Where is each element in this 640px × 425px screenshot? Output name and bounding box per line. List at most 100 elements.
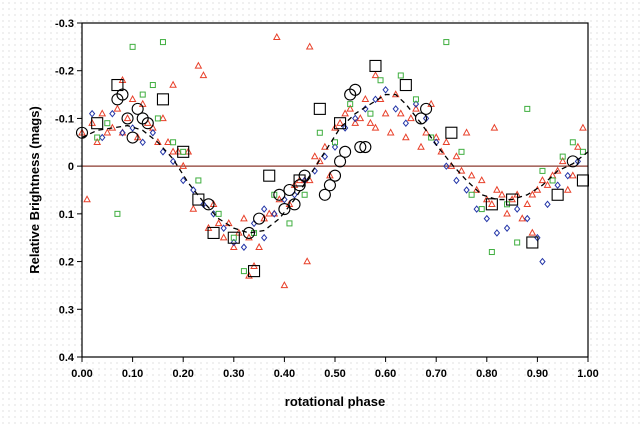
- diamond-point: [261, 233, 268, 242]
- green-square-point: [240, 268, 247, 275]
- green-square-point: [154, 115, 161, 122]
- open-circle-point: [349, 83, 362, 96]
- x-tick-label: 0.90: [527, 368, 548, 380]
- triangle-point: [245, 233, 253, 241]
- open-square-point: [485, 198, 498, 211]
- triangle-point: [407, 114, 415, 122]
- triangle-point: [310, 152, 319, 160]
- triangle-point: [336, 118, 344, 126]
- triangle-point: [351, 118, 360, 126]
- open-square-point: [263, 169, 276, 182]
- green-square-point: [569, 139, 576, 146]
- triangle-point: [558, 157, 567, 165]
- x-tick-label: 0.40: [274, 368, 295, 380]
- triangle-point: [452, 152, 461, 160]
- x-tick-label: 0.60: [375, 368, 396, 380]
- green-square-point: [514, 239, 521, 246]
- green-square-point: [195, 177, 202, 184]
- triangle-point: [113, 104, 122, 112]
- triangle-point: [477, 176, 486, 184]
- diamond-point: [493, 229, 501, 237]
- open-circle-point: [242, 226, 256, 239]
- green-square-point: [149, 82, 156, 89]
- diamond-point: [402, 119, 409, 127]
- green-square-point: [524, 105, 531, 112]
- open-circle-point: [334, 155, 347, 168]
- diamond-point: [169, 157, 177, 166]
- open-square-point: [177, 145, 190, 158]
- triangle-point: [164, 137, 172, 145]
- y-tick-label: -0.3: [55, 18, 74, 30]
- triangle-point: [93, 137, 102, 145]
- triangle-point: [305, 42, 314, 50]
- open-square-point: [293, 174, 306, 187]
- triangle-point: [128, 94, 137, 103]
- open-circle-point: [318, 188, 331, 201]
- diamond-point: [382, 86, 389, 94]
- green-square-point: [114, 210, 121, 217]
- open-circle-point: [328, 169, 342, 182]
- triangle-point: [214, 219, 223, 227]
- triangle-point: [83, 195, 91, 203]
- diamond-point: [524, 214, 531, 223]
- x-tick-label: 1.00: [577, 368, 598, 380]
- triangle-point: [386, 128, 395, 136]
- diamond-point: [412, 100, 420, 108]
- diamond-point: [240, 243, 248, 252]
- open-square-point: [207, 226, 220, 239]
- diamond-point: [129, 124, 136, 132]
- diamond-point: [109, 109, 116, 118]
- diamond-point: [210, 210, 217, 218]
- open-circle-point: [566, 155, 579, 168]
- triangle-point: [412, 104, 420, 112]
- green-square-point: [159, 39, 166, 46]
- green-square-point: [230, 234, 237, 241]
- diamond-point: [99, 133, 106, 142]
- triangle-point: [442, 137, 451, 145]
- triangle-point: [371, 71, 380, 79]
- triangle-point: [538, 176, 547, 184]
- y-tick-label: 0.1: [59, 209, 74, 221]
- open-circle-point: [278, 203, 291, 216]
- diamond-point: [331, 143, 339, 151]
- triangle-point: [108, 123, 117, 131]
- diamond-point: [503, 224, 511, 232]
- triangle-point: [189, 204, 198, 212]
- green-square-point: [397, 72, 404, 79]
- open-square-point: [156, 93, 170, 106]
- diamond-point: [544, 200, 551, 209]
- green-square-point: [316, 129, 323, 136]
- plot-background: [82, 23, 588, 357]
- triangle-point: [574, 142, 582, 150]
- diamond-point: [453, 176, 460, 185]
- triangle-point: [169, 80, 177, 88]
- y-tick-label: 0.2: [59, 257, 74, 269]
- triangle-point: [488, 199, 496, 208]
- y-tick-label: 0.3: [59, 304, 74, 316]
- green-square-point: [104, 120, 111, 127]
- open-square-point: [91, 117, 104, 130]
- diamond-point: [392, 105, 399, 113]
- green-square-point: [377, 77, 384, 84]
- diamond-point: [230, 238, 237, 247]
- triangle-point: [518, 214, 527, 222]
- triangle-point: [523, 199, 532, 208]
- open-square-point: [526, 236, 539, 249]
- triangle-point: [381, 109, 390, 117]
- triangle-point: [179, 161, 188, 169]
- triangle-point: [341, 109, 349, 117]
- diamond-point: [180, 176, 187, 185]
- diamond-point: [149, 128, 156, 137]
- diamond-point: [119, 128, 126, 137]
- green-square-point: [215, 210, 222, 217]
- y-axis: -0.3 -0.2 -0.1 0 0.1 0.2 0.3 0.4: [55, 18, 82, 364]
- diamond-point: [159, 148, 167, 156]
- diamond-point: [190, 186, 197, 194]
- green-square-point: [301, 191, 308, 198]
- diamond-point: [341, 124, 349, 132]
- triangle-point: [219, 233, 228, 241]
- x-tick-label: 0.30: [223, 368, 244, 380]
- y-tick-label: 0.4: [59, 352, 75, 364]
- triangle-point: [528, 228, 537, 236]
- open-square-point: [111, 78, 124, 92]
